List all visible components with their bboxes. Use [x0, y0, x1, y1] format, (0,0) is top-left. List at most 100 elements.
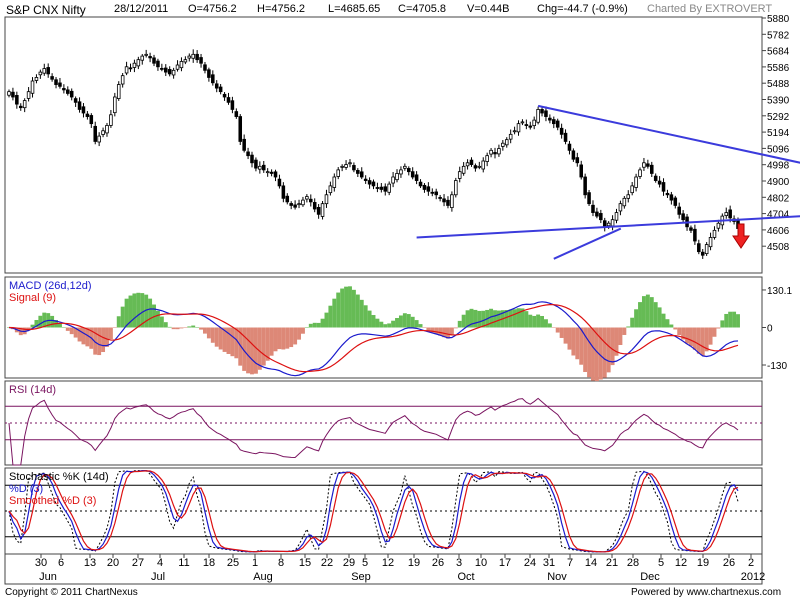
candle-body	[634, 176, 638, 188]
macd-histogram-bar	[108, 327, 113, 340]
candle-body	[650, 164, 654, 174]
candle-body	[285, 195, 290, 203]
macd-histogram-bar	[50, 315, 55, 328]
macd-histogram-bar	[563, 327, 568, 344]
macd-histogram-bar	[144, 294, 149, 328]
candle-body	[124, 66, 129, 74]
candle-body	[704, 244, 709, 255]
date-tick-label: 12	[382, 557, 394, 569]
macd-histogram-bar	[324, 312, 329, 328]
macd-histogram-bar	[685, 327, 690, 344]
signal-legend: Signal (9)	[9, 292, 56, 304]
date-tick-label: 8	[278, 557, 284, 569]
stochastic-smoothed-d-legend: Smoothed %D (3)	[9, 495, 96, 507]
macd-histogram-bar	[532, 315, 537, 328]
macd-histogram-bar	[512, 309, 517, 328]
date-tick-label: 5	[658, 557, 664, 569]
rsi-line	[8, 397, 739, 466]
macd-histogram-bar	[677, 327, 682, 335]
macd-histogram-bar	[348, 286, 352, 328]
macd-histogram-bar	[594, 327, 599, 382]
candle-body	[512, 130, 517, 133]
macd-histogram-bar	[57, 323, 62, 328]
date-tick-label: 31	[543, 557, 555, 569]
candle-body	[552, 119, 556, 125]
macd-histogram-bar	[171, 327, 176, 330]
candle-body	[250, 154, 254, 164]
macd-histogram-bar	[191, 325, 196, 328]
macd-histogram-bar	[446, 327, 450, 339]
macd-histogram-bar	[308, 323, 313, 328]
candle-body	[336, 169, 340, 177]
candle-body	[712, 229, 717, 238]
candle-body	[571, 150, 576, 160]
candle-body	[293, 204, 297, 208]
candle-body	[689, 227, 693, 231]
candle-body	[359, 171, 364, 178]
candle-body	[226, 97, 231, 103]
candle-body	[697, 243, 701, 253]
macd-histogram-bar	[430, 327, 435, 333]
candle-body	[465, 162, 470, 167]
macd-histogram-bar	[316, 322, 321, 328]
macd-histogram-bar	[128, 295, 133, 328]
candle-body	[81, 106, 86, 114]
candle-body	[583, 176, 587, 196]
candle-body	[120, 75, 125, 85]
candle-body	[305, 196, 309, 200]
candle-body	[661, 182, 666, 192]
candle-body	[187, 55, 192, 59]
macd-histogram-bar	[422, 327, 427, 328]
candle-body	[328, 185, 333, 194]
candle-body	[97, 135, 101, 143]
macd-histogram-bar	[418, 324, 423, 328]
candle-body	[73, 98, 78, 103]
candle-body	[497, 148, 501, 155]
macd-histogram-bar	[226, 327, 231, 354]
candle-body	[7, 91, 11, 96]
macd-histogram-bar	[547, 323, 552, 328]
candle-body	[446, 199, 450, 206]
candle-body	[708, 237, 713, 248]
candle-body	[148, 56, 152, 59]
macd-histogram-bar	[344, 286, 349, 328]
candle-body	[383, 186, 388, 192]
macd-histogram-bar	[661, 313, 666, 328]
macd-histogram-bar	[489, 308, 494, 328]
date-tick-label: 12	[675, 557, 687, 569]
candle-body	[622, 197, 627, 207]
macd-histogram-bar	[148, 298, 153, 328]
macd-histogram-bar	[477, 310, 482, 328]
macd-histogram-bar	[230, 327, 235, 357]
candle-body	[242, 138, 246, 151]
candle-body	[54, 79, 58, 85]
candle-body	[50, 76, 54, 80]
macd-histogram-bar	[504, 310, 509, 328]
candle-body	[555, 120, 560, 128]
macd-histogram-bar	[406, 314, 411, 328]
macd-histogram-bar	[183, 327, 188, 328]
macd-histogram-bar	[175, 327, 180, 330]
macd-histogram-bar	[42, 312, 47, 328]
macd-histogram-bar	[665, 319, 670, 328]
candle-body	[504, 139, 509, 146]
candle-body	[183, 59, 188, 63]
down-arrow-icon	[732, 223, 750, 249]
candle-body	[528, 125, 533, 128]
macd-histogram-bar	[402, 313, 407, 328]
candle-body	[140, 55, 145, 61]
candle-body	[58, 82, 62, 87]
candle-body	[493, 152, 497, 155]
candle-body	[716, 222, 721, 229]
macd-histogram-bar	[61, 327, 66, 328]
macd-histogram-bar	[132, 293, 137, 328]
month-label: Nov	[547, 571, 567, 583]
macd-histogram-bar	[669, 324, 674, 328]
candle-body	[26, 91, 31, 99]
macd-histogram-bar	[559, 327, 564, 338]
macd-histogram-bar	[159, 316, 164, 328]
candle-body	[113, 96, 117, 114]
candle-body	[395, 173, 399, 181]
macd-histogram-bar	[681, 327, 686, 340]
candle-body	[152, 57, 156, 64]
